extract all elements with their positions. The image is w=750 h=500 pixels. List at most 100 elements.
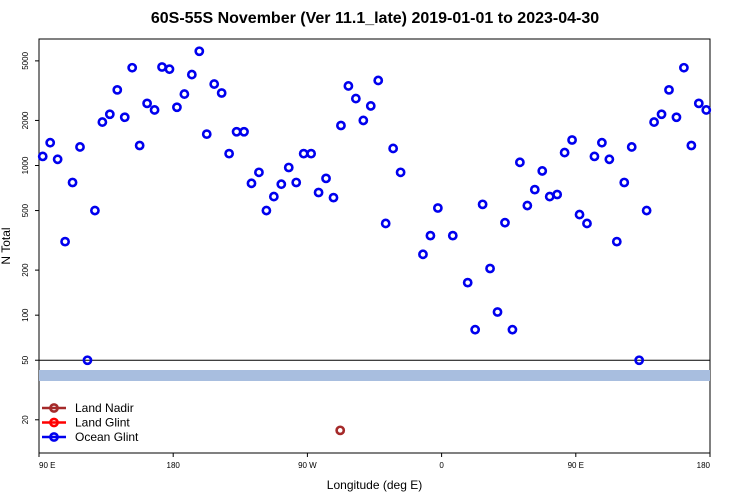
data-point-ocean-glint [380,218,391,229]
data-point-ocean-glint [157,62,167,72]
data-point-ocean-glint [477,199,488,210]
data-point-ocean-glint [179,89,190,99]
data-point-ocean-glint [537,166,548,176]
y-tick-label: 5000 [21,51,30,69]
data-point-ocean-glint [306,148,317,159]
data-point-ocean-glint [75,142,85,152]
data-point-ocean-glint [231,126,242,137]
data-point-ocean-glint [395,167,406,178]
data-point-ocean-glint [172,102,182,113]
data-point-ocean-glint [462,277,473,288]
data-point-ocean-glint [283,162,294,173]
data-point-ocean-glint [679,62,689,73]
data-point-ocean-glint [641,205,652,216]
x-tick-label: 180 [167,461,181,470]
data-point-ocean-glint [582,218,592,229]
data-point-ocean-glint [112,84,123,95]
data-point-land-nadir [335,425,346,436]
chart-title: 60S-55S November (Ver 11.1_late) 2019-01… [150,10,600,27]
data-point-ocean-glint [500,217,510,228]
y-tick-label: 2000 [21,111,30,129]
data-point-ocean-glint [254,167,264,178]
x-tick-label: 90 E [568,461,584,470]
data-point-ocean-glint [529,184,540,195]
data-point-ocean-glint [194,46,205,57]
x-tick-label: 0 [439,461,444,470]
data-point-ocean-glint [567,135,577,145]
x-axis: 90 E 180 90 W 0 90 E 180 [38,453,711,470]
data-point-ocean-glint [186,69,197,80]
data-point-ocean-glint [619,177,630,188]
y-tick-label: 20 [21,415,30,424]
data-point-ocean-glint [291,177,302,188]
legend-marker [49,432,59,442]
data-point-ocean-glint [313,187,324,198]
data-point-ocean-glint [701,105,712,115]
data-point-ocean-glint [544,191,555,202]
y-tick-label: 100 [21,308,30,322]
divider-band [39,370,710,381]
data-point-ocean-glint [261,205,272,216]
data-point-ocean-glint [418,249,428,260]
data-point-ocean-glint [298,148,309,159]
data-point-ocean-glint [224,148,235,159]
data-point-ocean-glint [119,112,130,123]
x-tick-label: 180 [697,461,711,470]
data-point-ocean-glint [574,209,585,220]
y-axis-label: N Total [0,227,13,264]
data-point-ocean-glint [626,142,637,152]
data-point-ocean-glint [201,129,212,140]
data-point-ocean-glint [492,307,503,317]
data-point-ocean-glint [656,109,667,120]
data-point-ocean-glint [45,137,56,148]
data-point-ocean-glint [134,140,145,151]
data-point-ocean-glint [127,62,138,73]
data-point-ocean-glint [336,120,346,131]
data-point-ocean-glint [37,151,48,162]
data-point-ocean-glint [328,192,339,203]
x-axis-label: Longitude (deg E) [327,478,422,492]
data-point-ocean-glint [388,143,399,154]
data-point-ocean-glint [514,157,525,168]
data-point-ocean-glint [164,64,175,75]
y-axis: 20 50 100 200 500 1000 2000 5000 [21,51,39,424]
data-point-ocean-glint [97,117,108,127]
data-point-ocean-glint [432,203,443,213]
data-point-ocean-glint [358,115,369,126]
legend-marker [49,417,59,428]
data-point-ocean-glint [634,355,645,366]
x-tick-label: 90 E [39,461,55,470]
data-point-ocean-glint [365,101,376,111]
data-point-ocean-glint [67,177,78,188]
data-point-ocean-glint [485,263,495,274]
y-tick-label: 500 [21,203,30,217]
data-point-ocean-glint [276,179,287,190]
y-tick-label: 200 [21,263,30,277]
x-tick-label: 90 W [298,461,317,470]
data-point-ocean-glint [350,93,361,104]
data-point-ocean-glint [149,105,160,115]
data-point-ocean-glint [60,236,70,247]
data-point-ocean-glint [90,205,100,216]
data-point-ocean-glint [611,236,622,247]
data-point-ocean-glint [693,98,704,109]
data-point-ocean-glint [664,84,674,95]
data-point-ocean-glint [507,324,518,335]
legend-label: Ocean Glint [75,430,139,444]
data-point-ocean-glint [216,88,227,98]
data-point-ocean-glint [470,324,481,335]
data-point-ocean-glint [246,178,257,189]
data-point-ocean-glint [447,230,458,241]
data-point-ocean-glint [142,98,153,109]
plot-frame [38,38,711,454]
data-point-ocean-glint [522,200,533,211]
data-point-ocean-glint [104,109,115,120]
data-point-ocean-glint [321,173,331,184]
y-tick-label: 50 [21,355,30,364]
data-point-ocean-glint [268,191,279,202]
data-point-ocean-glint [552,189,563,200]
data-point-ocean-glint [425,230,436,241]
data-point-ocean-glint [373,75,384,86]
data-points [37,46,712,436]
